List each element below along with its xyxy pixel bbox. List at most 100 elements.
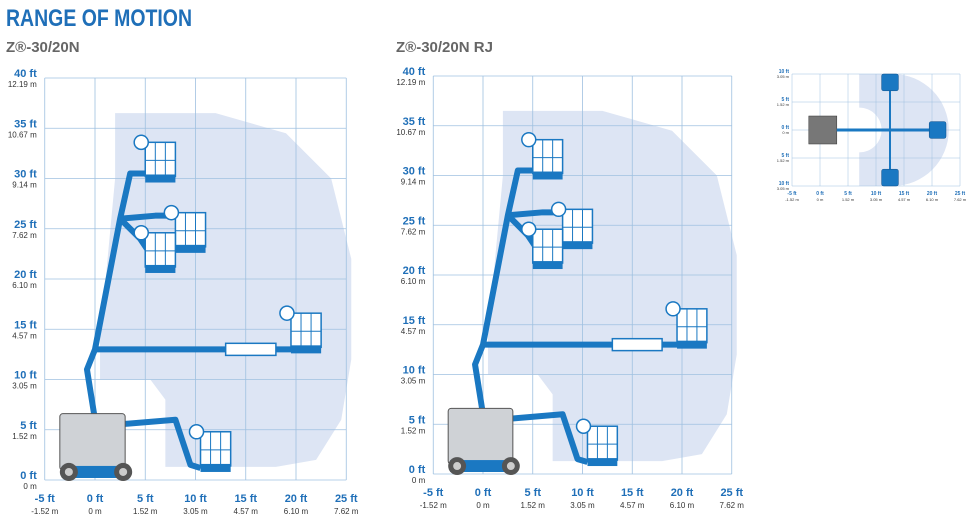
work-envelope [487,110,737,462]
y-label-m: 1.52 m [777,158,790,163]
y-label-m: 7.62 m [401,227,426,236]
x-label-m: 3.05 m [870,197,883,202]
x-label-m: 7.62 m [954,197,967,202]
x-label-ft: 10 ft [871,191,882,197]
y-label-ft: 5 ft [409,414,426,426]
x-label-m: 3.05 m [570,501,595,510]
platform-floor [532,171,563,180]
y-label-m: 12.19 m [8,80,37,89]
y-label-ft: 5 ft [20,420,37,432]
y-label-ft: 0 ft [20,470,37,482]
platform-rail [586,425,619,461]
x-label-ft: 15 ft [234,493,257,505]
x-label-ft: 5 ft [137,493,154,505]
chassis-base [61,465,127,478]
y-label-m: 3.05 m [777,186,790,191]
x-label-m: 1.52 m [842,197,855,202]
platform-floor [145,264,176,273]
platform-rail [532,228,564,264]
y-label-ft: 25 ft [14,219,37,231]
y-label-ft: 40 ft [403,66,426,78]
x-label-m: 0 m [88,507,102,516]
x-label-m: -1.52 m [785,197,799,202]
x-label-m: -1.52 m [420,501,447,510]
x-label-m: 6.10 m [926,197,939,202]
x-label-ft: -5 ft [35,493,56,505]
platform-control [521,221,537,237]
boom [472,167,533,415]
boom-cylinder [611,337,663,352]
platform-control [575,418,592,434]
y-label-ft: 0 ft [782,125,790,131]
x-label-m: 6.10 m [284,507,309,516]
y-label-m: 6.10 m [401,277,426,286]
x-label-m: 0 m [817,197,824,202]
y-label-ft: 40 ft [14,68,37,80]
y-label-ft: 15 ft [14,319,37,331]
y-label-ft: 20 ft [403,265,426,277]
platform-control [133,224,150,241]
y-label-ft: 10 ft [14,370,37,382]
x-label-m: 3.05 m [183,507,208,516]
y-label-m: 3.05 m [401,377,426,386]
platform-rail [199,431,232,467]
y-label-ft: 35 ft [403,116,426,128]
wheel-hub [453,462,462,471]
y-label-ft: 15 ft [403,315,426,327]
x-label-ft: -5 ft [423,487,444,499]
y-label-ft: 5 ft [782,97,790,103]
x-label-ft: 20 ft [285,493,308,505]
y-label-m: 9.14 m [12,181,37,190]
y-label-m: 1.52 m [777,102,790,107]
x-label-ft: 25 ft [335,493,358,505]
y-label-m: 6.10 m [12,281,37,290]
y-label-ft: 0 ft [409,464,426,476]
boom [83,170,146,421]
y-label-m: 4.57 m [12,331,37,340]
x-label-ft: 20 ft [927,191,938,197]
y-label-ft: 10 ft [779,69,790,75]
platform-rail [561,208,594,244]
x-label-m: 1.52 m [133,507,158,516]
x-label-m: 4.57 m [620,501,645,510]
y-label-ft: 20 ft [14,269,37,281]
platform-control [665,301,681,317]
x-label-ft: 10 ft [184,493,207,505]
y-label-m: 3.05 m [777,74,790,79]
y-label-m: 1.52 m [12,432,37,441]
x-label-ft: 10 ft [571,487,594,499]
platform-rail [532,138,564,175]
wheel-hub [119,467,128,476]
chassis [447,407,514,465]
x-label-ft: 0 ft [475,487,492,499]
diagram-title: Z®-30/20N [6,39,80,56]
x-label-ft: 5 ft [844,191,852,197]
y-label-m: 12.19 m [396,78,425,87]
x-label-m: 6.10 m [670,501,695,510]
y-label-ft: 30 ft [403,166,426,178]
y-label-ft: 35 ft [14,118,37,130]
y-label-ft: 5 ft [782,153,790,159]
y-label-m: 4.57 m [401,327,426,336]
page-title: RANGE OF MOTION [6,5,192,32]
chassis [59,413,126,471]
chassis-base [450,460,514,473]
platform-floor [587,458,618,467]
x-label-ft: 25 ft [955,191,966,197]
y-label-m: 0 m [782,130,789,135]
platform-control [133,134,150,151]
y-label-m: 0 m [412,476,426,485]
x-label-ft: 15 ft [899,191,910,197]
boom [502,411,589,465]
y-label-m: 10.67 m [396,128,425,137]
platform [881,168,899,187]
boom-cylinder [224,342,277,357]
platform-control [163,204,180,221]
platform-rail [174,211,207,248]
y-label-m: 1.52 m [401,426,426,435]
x-label-m: 0 m [476,501,490,510]
platform-rail [144,141,177,178]
